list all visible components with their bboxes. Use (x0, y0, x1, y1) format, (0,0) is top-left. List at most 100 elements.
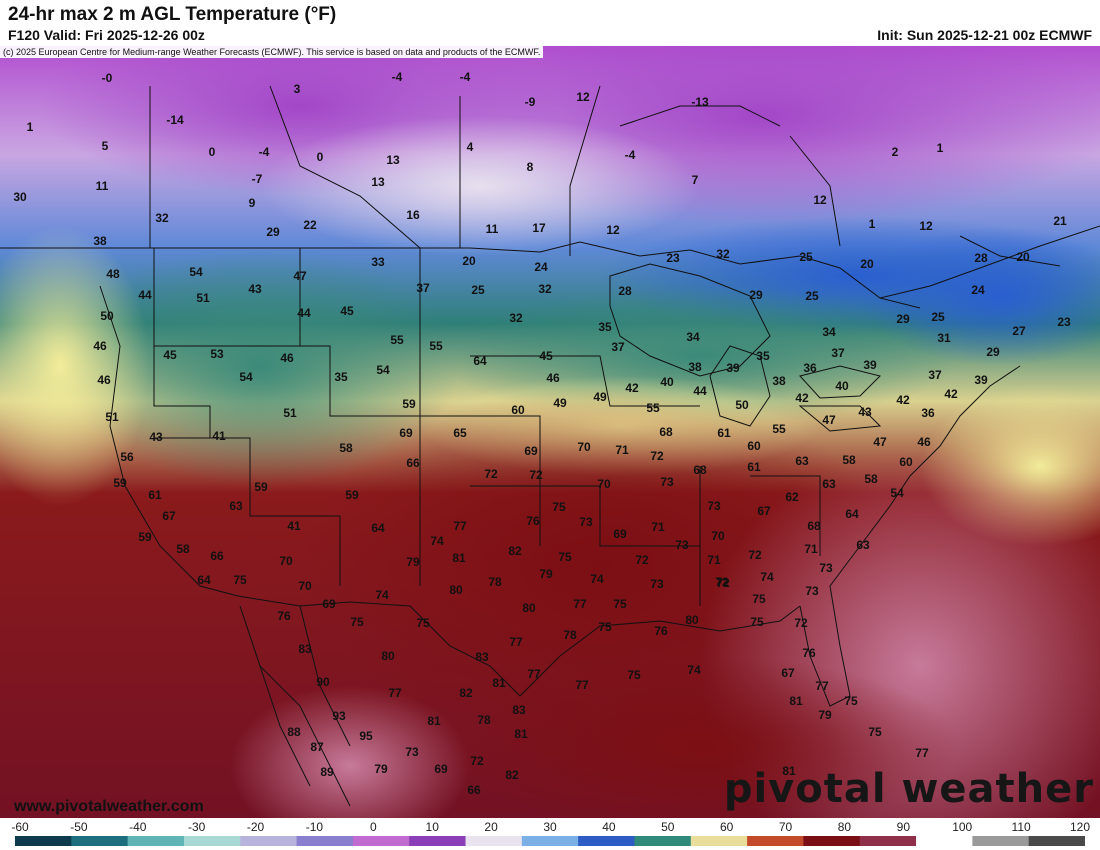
temp-label: 69 (613, 527, 627, 541)
temp-label: 77 (527, 667, 541, 681)
temp-label: 36 (921, 406, 935, 420)
temp-label: 68 (807, 519, 821, 533)
colorbar-tick-label: 40 (602, 820, 616, 834)
temp-label: 42 (795, 391, 809, 405)
map-title: 24-hr max 2 m AGL Temperature (°F) (8, 4, 337, 25)
temp-label: 0 (317, 150, 324, 164)
map-canvas: -03-4 -412 -131 -145 0 -4 0 134-9-4 2 111 -7 138730… (0, 46, 1100, 818)
temp-label: -4 (259, 145, 270, 159)
temp-label: 74 (375, 588, 389, 602)
temp-label: 34 (686, 330, 700, 344)
temp-label: 59 (402, 397, 416, 411)
temp-label: 62 (785, 490, 799, 504)
temp-label: 54 (189, 265, 203, 279)
temp-label: 74 (430, 534, 444, 548)
colorbar-segment (465, 836, 523, 846)
temp-label: 72 (748, 548, 762, 562)
temp-label: -14 (166, 113, 184, 127)
temp-label: 90 (316, 675, 330, 689)
temp-label: 73 (805, 584, 819, 598)
temp-label: 70 (711, 529, 725, 543)
temp-label: 59 (138, 530, 152, 544)
temp-label: 59 (113, 476, 127, 490)
temp-label: 37 (611, 340, 625, 354)
temp-label: 69 (399, 426, 413, 440)
colorbar-tick-label: 110 (1011, 820, 1031, 834)
temp-label: 73 (660, 475, 674, 489)
colorbar-segment (859, 836, 917, 846)
colorbar-tick-label: 0 (369, 820, 377, 834)
temp-label: 89 (320, 765, 334, 779)
colorbar-tick-label: -20 (246, 820, 265, 834)
temp-label: 12 (813, 193, 827, 207)
temp-label: 67 (162, 509, 176, 523)
temp-label: 74 (590, 572, 604, 586)
temp-label: 74 (687, 663, 701, 677)
temp-label: 63 (229, 499, 243, 513)
temp-label: 67 (757, 504, 771, 518)
copyright-notice: (c) 2025 European Centre for Medium-rang… (0, 46, 544, 58)
colorbar-segment (409, 836, 467, 846)
temp-label: 33 (371, 255, 385, 269)
temp-label: 41 (212, 429, 226, 443)
temp-label: 50 (100, 309, 114, 323)
temp-label: 24 (971, 283, 985, 297)
temp-label: 38 (772, 374, 786, 388)
temp-label: 80 (381, 649, 395, 663)
temp-label: 68 (693, 463, 707, 477)
temp-label: 81 (452, 551, 466, 565)
temp-label: 25 (799, 250, 813, 264)
colorbar-segment (71, 836, 129, 846)
temp-label: 38 (93, 234, 107, 248)
temp-label: 37 (928, 368, 942, 382)
temp-label: 30 (13, 190, 27, 204)
temp-label: 73 (819, 561, 833, 575)
colorbar-segment (521, 836, 579, 846)
temp-label: 43 (858, 405, 872, 419)
colorbar-segment (634, 836, 692, 846)
temp-label: 75 (752, 592, 766, 606)
temp-label: 13 (386, 153, 400, 167)
temp-label: 68 (659, 425, 673, 439)
colorbar-tick-label: 10 (425, 820, 439, 834)
website-link[interactable]: www.pivotalweather.com (14, 798, 204, 815)
colorbar-segment (1028, 836, 1085, 846)
temp-label: 77 (453, 519, 467, 533)
temp-label: 0 (209, 145, 216, 159)
temp-label: 66 (467, 783, 481, 797)
temp-label: 70 (279, 554, 293, 568)
temp-label: 71 (615, 443, 629, 457)
temp-label: 46 (97, 373, 111, 387)
colorbar-tick-label: 20 (484, 820, 498, 834)
temp-label: 83 (475, 650, 489, 664)
temp-label: 71 (651, 520, 665, 534)
temp-label: 83 (298, 642, 312, 656)
colorbar-segment (183, 836, 241, 846)
temp-label: 16 (406, 208, 420, 222)
temp-label: 42 (944, 387, 958, 401)
temp-label: 31 (937, 331, 951, 345)
temp-label: -4 (392, 70, 403, 84)
temp-label: 29 (749, 288, 763, 302)
temp-label: 77 (509, 635, 523, 649)
colorbar-tick-label: -40 (129, 820, 147, 834)
temp-label: 54 (239, 370, 253, 384)
colorbar-tick-label: 100 (952, 820, 973, 834)
header: 24-hr max 2 m AGL Temperature (°F) F120 … (0, 0, 1100, 46)
temp-label: 54 (890, 486, 904, 500)
temp-label: 76 (654, 624, 668, 638)
temp-label: 72 (715, 575, 729, 589)
temp-label: 5 (102, 139, 109, 153)
temp-label: 11 (96, 179, 109, 193)
temp-label: 47 (822, 413, 836, 427)
temp-label: 76 (802, 646, 816, 660)
temp-label: 77 (573, 597, 587, 611)
temp-label: 2 (892, 145, 899, 159)
temperature-map[interactable]: -0 3 -4 -4 12 -13 1 -14 5 0 -4 0 13 4 -9 -4 2 1 11 -7 13 8 7 30… (0, 46, 1100, 818)
temp-label: 40 (660, 375, 674, 389)
temp-label: 29 (266, 225, 280, 239)
temp-label: 35 (756, 349, 770, 363)
temp-label: 75 (558, 550, 572, 564)
temp-label: 69 (524, 444, 538, 458)
colorbar-tick-label: 120 (1069, 820, 1091, 834)
